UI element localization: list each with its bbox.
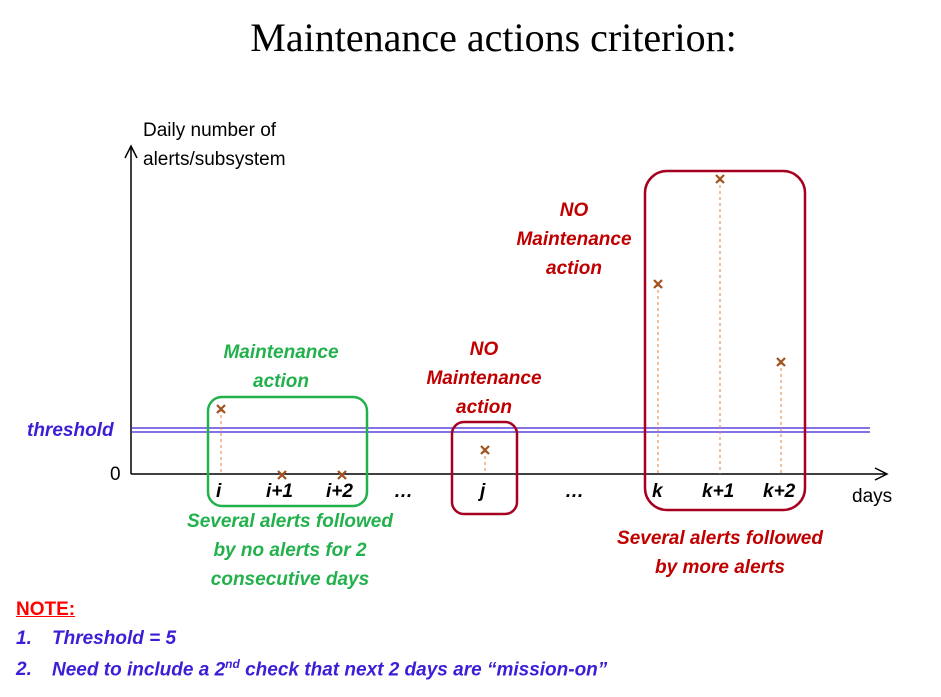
tick-i2: i+2 — [326, 481, 353, 502]
no-maintenance-box-right — [643, 169, 807, 512]
note-item-1: 1. Threshold = 5 — [16, 628, 176, 650]
note-title: NOTE: — [16, 599, 76, 620]
page-title: Maintenance actions criterion: — [250, 15, 737, 60]
more-alerts-caption-line2: by more alerts — [655, 557, 785, 578]
tick-ellipsis-2: … — [565, 481, 584, 502]
note-item-1-text: Threshold = 5 — [52, 628, 177, 649]
no-maintenance-middle-line2: Maintenance — [426, 368, 542, 389]
marker-k — [653, 279, 663, 289]
note-item-2-text-before: Need to include a 2 — [52, 659, 226, 681]
tick-k2: k+2 — [763, 481, 796, 502]
no-maintenance-right-line3: action — [546, 258, 602, 279]
no-maintenance-right-line1: NO — [559, 200, 589, 221]
maintenance-caption-line1: Several alerts followed — [187, 511, 393, 532]
maintenance-caption-line3: consecutive days — [210, 569, 370, 590]
marker-i — [216, 404, 226, 414]
marker-i2 — [337, 470, 347, 480]
tick-j: j — [480, 481, 486, 502]
tick-ellipsis-1: … — [394, 481, 413, 502]
maintenance-caption-line2: by no alerts for 2 — [213, 540, 367, 561]
tick-i: i — [216, 481, 222, 502]
no-maintenance-header-right: NO Maintenance action — [494, 196, 654, 283]
threshold-label: threshold — [27, 420, 114, 441]
maintenance-caption: Several alerts followed by no alerts for… — [160, 507, 420, 594]
more-alerts-caption-line1: Several alerts followed — [617, 528, 823, 549]
tick-k1: k+1 — [702, 481, 735, 502]
marker-i1 — [277, 470, 287, 480]
x-axis-arrow — [874, 467, 889, 481]
x-axis-label: days — [852, 486, 893, 507]
maintenance-header-line1: Maintenance — [223, 342, 339, 363]
tick-k: k — [652, 481, 663, 502]
more-alerts-caption: Several alerts followed by more alerts — [590, 524, 850, 582]
maintenance-header: Maintenance action — [181, 338, 381, 396]
no-maintenance-right-line2: Maintenance — [516, 229, 632, 250]
y-axis-label-line1: Daily number of — [143, 120, 277, 141]
y-axis-label-line2: alerts/subsystem — [143, 149, 286, 170]
no-maintenance-box-middle — [450, 420, 519, 516]
marker-j — [480, 445, 490, 455]
note-item-2: 2. Need to include a 2nd check that next … — [16, 657, 607, 681]
note-item-2-superscript: nd — [225, 657, 240, 671]
no-maintenance-header-middle: NO Maintenance action — [404, 335, 564, 422]
marker-k2 — [776, 357, 786, 367]
y-axis-arrow — [124, 144, 138, 159]
note-item-2-number: 2. — [16, 659, 32, 681]
zero-label: 0 — [110, 464, 121, 485]
no-maintenance-middle-line3: action — [456, 397, 512, 418]
tick-i1: i+1 — [266, 481, 293, 502]
note-item-2-text-after: check that next 2 days are “mission-on” — [239, 659, 608, 681]
maintenance-box — [206, 395, 369, 508]
maintenance-header-line2: action — [253, 371, 309, 392]
marker-k1 — [715, 174, 725, 184]
no-maintenance-middle-line1: NO — [469, 339, 499, 360]
note-item-1-number: 1. — [16, 628, 32, 649]
